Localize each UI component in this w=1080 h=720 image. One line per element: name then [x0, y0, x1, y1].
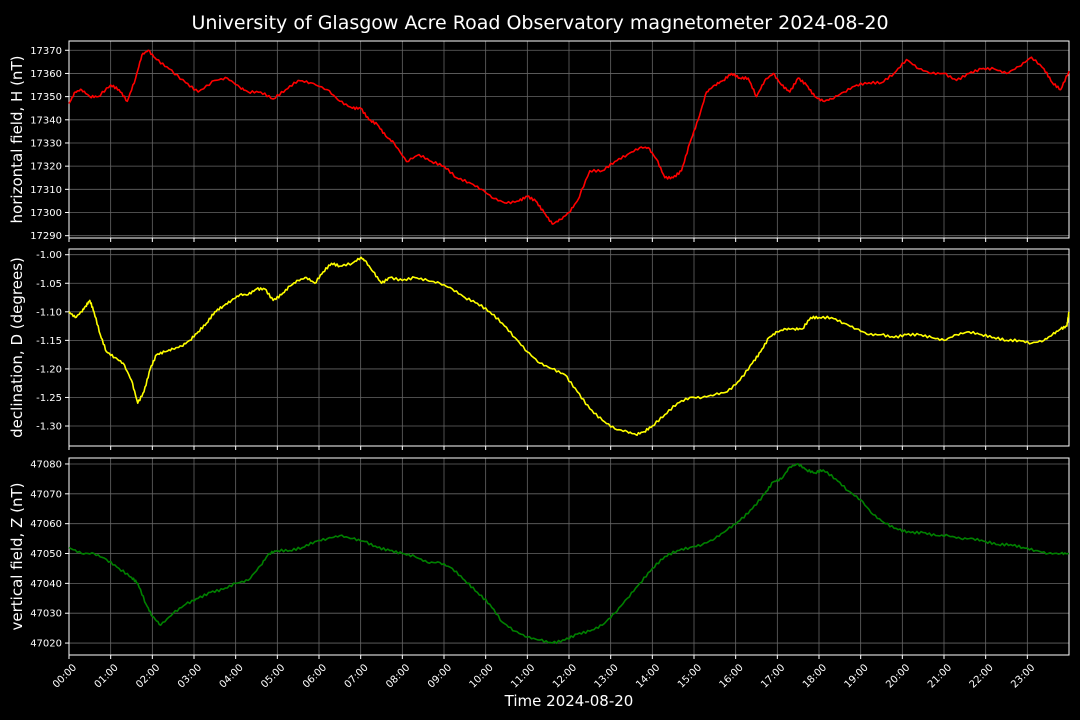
x-axis-label: Time 2024-08-20	[504, 692, 634, 710]
y-tick-label-d: -1.25	[36, 393, 62, 404]
y-tick-label-z: 47040	[30, 579, 62, 590]
y-tick-label-z: 47050	[30, 549, 62, 560]
y-tick-label-d: -1.05	[36, 279, 62, 290]
y-tick-label-d: -1.15	[36, 336, 62, 347]
y-tick-label-d: -1.30	[36, 422, 62, 433]
y-tick-label-z: 47060	[30, 519, 62, 530]
series-line-z	[68, 463, 1070, 645]
y-tick-label-h: 17370	[30, 46, 62, 57]
series-line-h	[68, 49, 1070, 225]
y-tick-label-z: 47080	[30, 459, 62, 470]
y-tick-label-d: -1.00	[36, 250, 62, 261]
y-tick-label-h: 17300	[30, 208, 62, 219]
y-tick-label-h: 17290	[30, 231, 62, 242]
y-tick-label-h: 17310	[30, 185, 62, 196]
series-line-d	[68, 256, 1070, 437]
y-axis-label-h: horizontal field, H (nT)	[8, 56, 26, 224]
y-tick-label-d: -1.10	[36, 307, 62, 318]
y-tick-label-h: 17340	[30, 115, 62, 126]
y-tick-label-h: 17350	[30, 92, 62, 103]
y-axis-label-z: vertical field, Z (nT)	[8, 482, 26, 630]
y-tick-label-h: 17360	[30, 69, 62, 80]
y-tick-label-z: 47030	[30, 609, 62, 620]
axes-frame-d	[68, 248, 1070, 447]
y-tick-label-h: 17320	[30, 162, 62, 173]
axes-frame-h	[68, 40, 1070, 239]
y-tick-label-z: 47070	[30, 489, 62, 500]
y-tick-label-z: 47020	[30, 639, 62, 650]
chart-title: University of Glasgow Acre Road Observat…	[191, 12, 888, 34]
axes-frame-z	[68, 457, 1070, 656]
y-axis-label-d: declination, D (degrees)	[8, 257, 26, 438]
y-tick-label-h: 17330	[30, 138, 62, 149]
y-tick-label-d: -1.20	[36, 364, 62, 375]
